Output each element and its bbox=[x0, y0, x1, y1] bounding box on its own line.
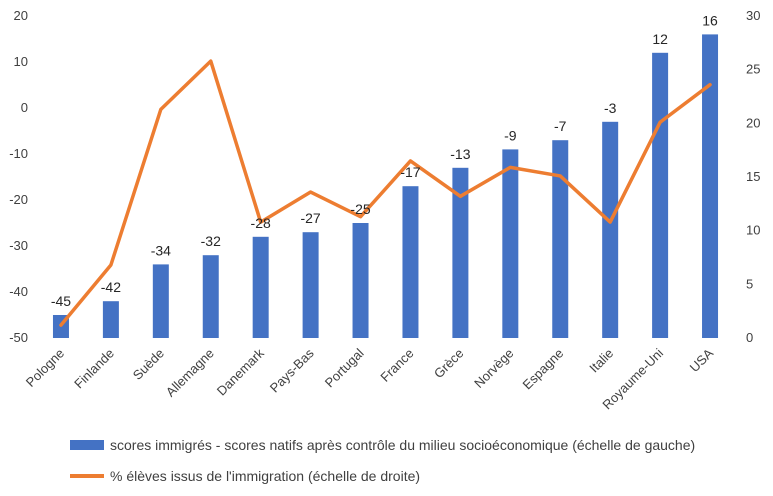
bar-data-label: -9 bbox=[504, 127, 517, 143]
right-tick-label: 15 bbox=[746, 169, 760, 184]
category-label: Espagne bbox=[519, 346, 566, 393]
category-label: Norvège bbox=[471, 346, 516, 391]
bar bbox=[502, 149, 519, 338]
category-label: Grèce bbox=[431, 346, 467, 382]
bar bbox=[102, 301, 119, 338]
bar bbox=[202, 255, 219, 338]
bar bbox=[352, 223, 369, 338]
bar-data-label: -3 bbox=[604, 100, 617, 116]
left-tick-label: -20 bbox=[9, 192, 28, 207]
series-line bbox=[59, 59, 712, 327]
bar bbox=[552, 140, 569, 338]
left-tick-label: -40 bbox=[9, 284, 28, 299]
category-label: Suède bbox=[130, 346, 167, 383]
bar-data-label: -25 bbox=[350, 201, 370, 217]
left-axis: 20 10 0 -10 -20 -30 -40 -50 bbox=[9, 8, 28, 345]
legend-bar: scores immigrés - scores natifs après co… bbox=[70, 437, 695, 453]
right-tick-label: 20 bbox=[746, 115, 760, 130]
legend-bar-label: scores immigrés - scores natifs après co… bbox=[110, 437, 696, 453]
bar bbox=[602, 121, 619, 338]
bar-data-label: -13 bbox=[450, 146, 470, 162]
bar-data-label: 16 bbox=[702, 12, 718, 28]
bar bbox=[452, 167, 469, 338]
left-tick-label: -50 bbox=[9, 330, 28, 345]
bar bbox=[402, 186, 419, 338]
data-labels: -45 -42 -34 -32 -28 -27 -25 -17 -13 -9 -7 -3 12 16 bbox=[51, 12, 718, 309]
right-tick-label: 30 bbox=[746, 8, 760, 23]
right-tick-label: 25 bbox=[746, 62, 760, 77]
bar-data-label: -28 bbox=[251, 215, 271, 231]
category-label: Italie bbox=[586, 346, 616, 376]
category-label: USA bbox=[687, 345, 717, 375]
bar-data-label: 12 bbox=[652, 31, 668, 47]
left-tick-label: 10 bbox=[14, 54, 28, 69]
bar-data-label: -45 bbox=[51, 293, 71, 309]
bar-data-label: -7 bbox=[554, 118, 567, 134]
bar bbox=[652, 52, 669, 339]
left-tick-label: -10 bbox=[9, 146, 28, 161]
bar-data-label: -42 bbox=[101, 279, 121, 295]
legend-line-label: % élèves issus de l'immigration (échelle… bbox=[110, 468, 421, 484]
bar bbox=[302, 232, 319, 338]
left-tick-label: 20 bbox=[14, 8, 28, 23]
bar bbox=[152, 264, 169, 338]
left-tick-label: -30 bbox=[9, 238, 28, 253]
left-tick-label: 0 bbox=[21, 100, 28, 115]
bar-data-label: -32 bbox=[201, 233, 221, 249]
bar-series bbox=[52, 34, 719, 339]
right-tick-label: 0 bbox=[746, 330, 753, 345]
category-label: Pologne bbox=[23, 346, 67, 390]
legend-line: % élèves issus de l'immigration (échelle… bbox=[70, 468, 420, 484]
bar bbox=[252, 236, 269, 338]
bar-data-label: -34 bbox=[151, 242, 171, 258]
bar-data-label: -27 bbox=[300, 210, 320, 226]
category-label: Danemark bbox=[214, 345, 267, 398]
line-series bbox=[59, 59, 712, 327]
category-label: France bbox=[377, 346, 416, 385]
category-label: Portugal bbox=[322, 345, 367, 390]
right-tick-label: 10 bbox=[746, 223, 760, 238]
category-label: Pays-Bas bbox=[267, 345, 317, 395]
bar-data-label: -17 bbox=[400, 164, 420, 180]
bar bbox=[702, 34, 719, 339]
right-tick-label: 5 bbox=[746, 276, 753, 291]
legend-line-swatch bbox=[70, 474, 104, 478]
category-label: Finlande bbox=[71, 346, 117, 392]
category-label: Allemagne bbox=[163, 346, 217, 400]
legend-bar-swatch bbox=[70, 440, 104, 450]
right-axis: 30 25 20 15 10 5 0 bbox=[746, 8, 760, 345]
